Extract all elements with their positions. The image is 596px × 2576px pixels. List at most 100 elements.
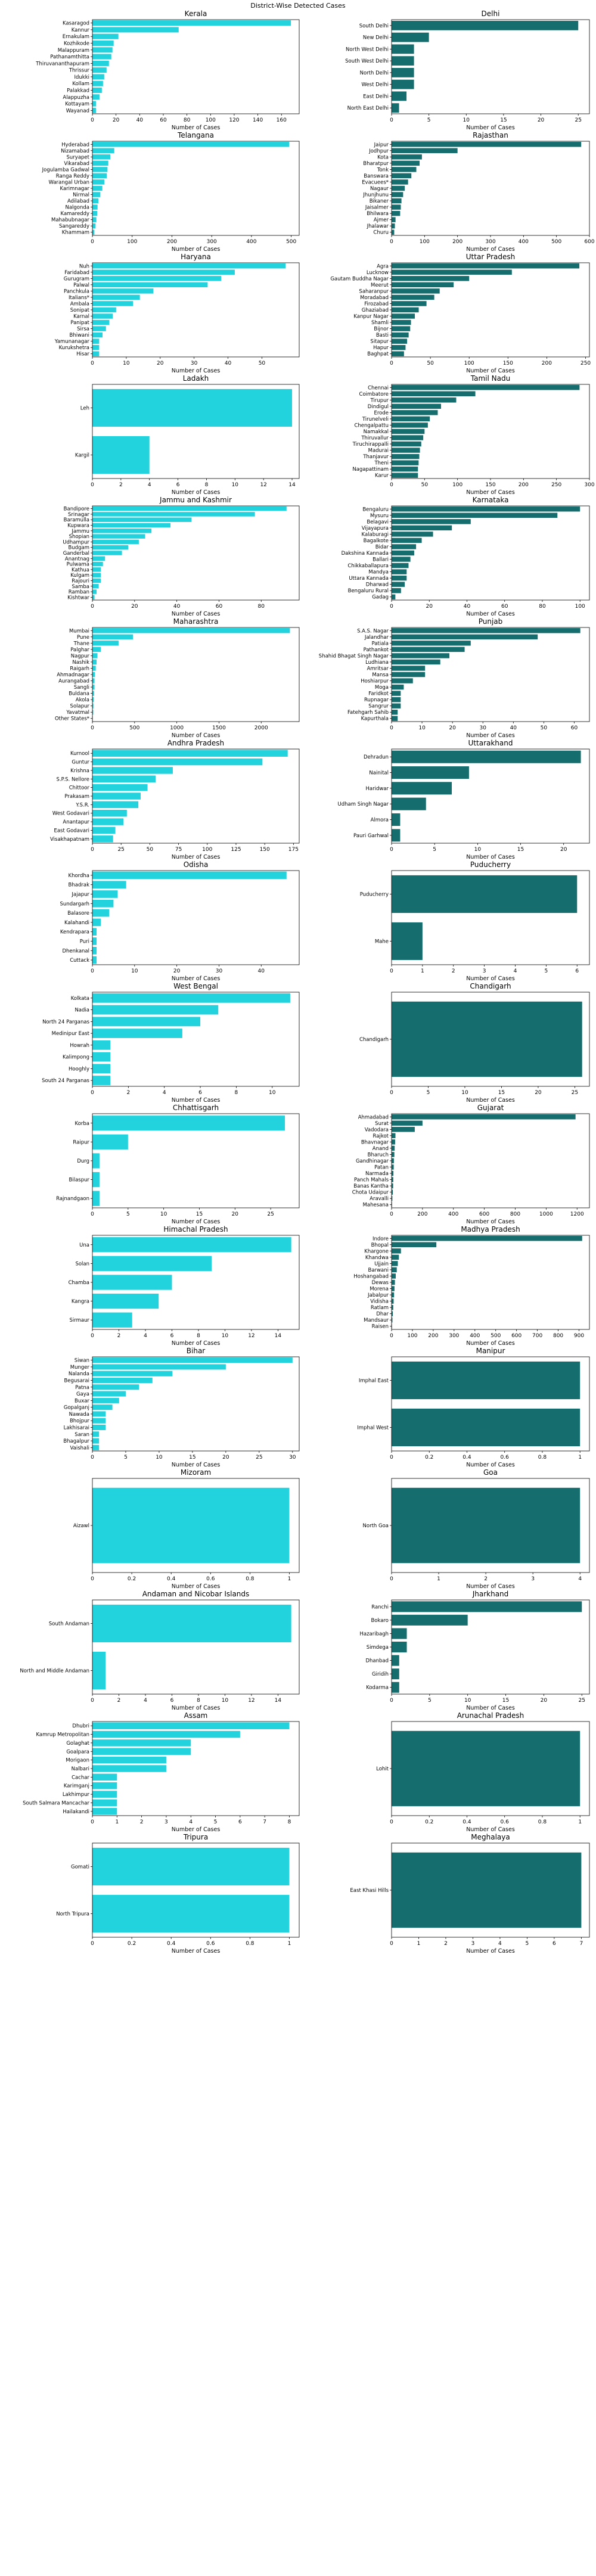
y-tick-label: Dehradun bbox=[364, 754, 389, 760]
y-tick-label: Sundargarh bbox=[60, 901, 89, 907]
x-tick-label: 10 bbox=[463, 117, 470, 123]
x-tick-label: 500 bbox=[491, 1333, 501, 1339]
y-tick-label: Barwani bbox=[368, 1267, 389, 1273]
x-tick-label: 15 bbox=[502, 1698, 509, 1704]
y-tick-label: Gandhinagar bbox=[356, 1158, 389, 1164]
bar-howrah bbox=[92, 1040, 111, 1050]
bar-kathua bbox=[92, 567, 101, 572]
x-axis-label: Number of Cases bbox=[466, 246, 515, 253]
x-tick-label: 300 bbox=[449, 1333, 459, 1339]
x-tick-label: 6 bbox=[198, 1090, 202, 1096]
x-axis-label: Number of Cases bbox=[172, 975, 221, 982]
chart-title: Ladakh bbox=[183, 374, 209, 383]
y-tick-label: Italians* bbox=[69, 295, 89, 301]
axes-frame bbox=[92, 1478, 300, 1573]
x-tick-label: 4 bbox=[144, 1698, 147, 1704]
x-tick-label: 30 bbox=[191, 361, 198, 366]
y-tick-label: Jalandhar bbox=[364, 635, 389, 641]
x-tick-label: 4 bbox=[148, 482, 151, 488]
x-tick-label: 0.8 bbox=[538, 1455, 547, 1461]
x-tick-label: 800 bbox=[510, 1211, 520, 1217]
y-tick-label: Chittoor bbox=[69, 785, 90, 791]
x-tick-label: 150 bbox=[503, 361, 513, 366]
bar-karimnagar bbox=[92, 185, 103, 191]
bar-jalandhar bbox=[392, 634, 538, 640]
y-tick-label: Warangal Urban bbox=[48, 179, 89, 185]
y-tick-label: Hapur bbox=[373, 345, 389, 351]
bar-leh bbox=[92, 389, 293, 427]
bar-hyderabad bbox=[92, 142, 290, 147]
y-tick-label: Lakhisarai bbox=[64, 1425, 89, 1431]
bar-jaisalmer bbox=[392, 204, 401, 210]
bar-karnal bbox=[92, 313, 113, 319]
y-tick-label: Jabalpur bbox=[367, 1292, 389, 1298]
y-tick-label: Faridabad bbox=[64, 270, 89, 276]
bar-ujjain bbox=[392, 1261, 398, 1266]
bar-theni bbox=[392, 460, 419, 465]
x-axis-label: Number of Cases bbox=[466, 489, 515, 496]
x-tick-label: 0 bbox=[390, 1941, 393, 1947]
axes-frame bbox=[92, 19, 300, 114]
y-tick-label: Sirmaur bbox=[70, 1317, 90, 1323]
bar-guntur bbox=[92, 758, 263, 766]
y-tick-label: Pune bbox=[77, 635, 89, 641]
chart-tamil-nadu: Tamil Nadu ChennaiCoimbatoreTirupurDindig… bbox=[352, 374, 595, 496]
y-tick-label: Visakhapatnam bbox=[50, 837, 89, 843]
bar-namakkal bbox=[392, 428, 425, 434]
x-tick-label: 50 bbox=[147, 847, 154, 853]
x-tick-label: 12 bbox=[260, 482, 266, 488]
x-tick-label: 900 bbox=[574, 1333, 584, 1339]
x-tick-label: 80 bbox=[258, 604, 265, 610]
y-tick-label: East Godavari bbox=[54, 828, 89, 834]
bar-bhiwani bbox=[92, 332, 103, 338]
y-tick-label: Sangli bbox=[74, 685, 89, 691]
x-tick-label: 0 bbox=[390, 847, 393, 853]
bar-east-delhi bbox=[392, 91, 407, 101]
x-tick-label: 0.6 bbox=[501, 1819, 510, 1825]
axes-frame bbox=[391, 1721, 590, 1816]
x-axis-label: Number of Cases bbox=[466, 1705, 515, 1711]
bar-sangli bbox=[92, 684, 95, 690]
bar-hisar bbox=[92, 351, 100, 356]
x-tick-label: 0.4 bbox=[167, 1576, 176, 1582]
y-tick-label: Ranchi bbox=[371, 1604, 389, 1610]
y-tick-label: Coimbatore bbox=[359, 391, 389, 397]
chart-goa: Goa North Goa 0 1 2 3 4 Number of Cases bbox=[363, 1468, 590, 1590]
x-axis-label: Number of Cases bbox=[172, 1705, 221, 1711]
bar-thiruvananthapuram bbox=[92, 60, 109, 66]
bar-akola bbox=[92, 697, 94, 703]
y-tick-label: Karimganj bbox=[64, 1783, 89, 1789]
x-tick-label: 250 bbox=[581, 361, 591, 366]
x-tick-label: 0 bbox=[390, 1576, 393, 1582]
x-axis-label: Number of Cases bbox=[172, 732, 221, 739]
chart-title: Uttarakhand bbox=[468, 739, 513, 747]
x-tick-label: 1 bbox=[437, 1576, 440, 1582]
y-tick-label: Bengaluru bbox=[362, 507, 389, 512]
x-tick-label: 300 bbox=[485, 239, 495, 245]
bar-nainital bbox=[392, 766, 469, 779]
bar-goalpara bbox=[92, 1748, 191, 1755]
bar-indore bbox=[392, 1236, 582, 1241]
y-tick-label: Lakhimpur bbox=[63, 1792, 90, 1798]
bar-nashik bbox=[92, 659, 97, 665]
bar-jogulamba-gadwal bbox=[92, 167, 108, 172]
x-tick-label: 5 bbox=[126, 1211, 130, 1217]
bar-dhar bbox=[392, 1311, 393, 1316]
bar-solan bbox=[92, 1256, 212, 1272]
bar-buldana bbox=[92, 691, 94, 696]
bar-north-24-parganas bbox=[92, 1017, 201, 1027]
bar-nizamabad bbox=[92, 148, 114, 154]
y-tick-label: Mandsaur bbox=[364, 1317, 389, 1323]
bar-puducherry bbox=[392, 875, 578, 913]
y-tick-label: Udham Singh Nagar bbox=[338, 801, 389, 807]
chart-karnataka: Karnataka BengaluruMysuruBelagaviVijayapu… bbox=[342, 496, 590, 617]
bar-sirmaur bbox=[92, 1312, 132, 1328]
bar-raigarh bbox=[92, 666, 96, 671]
y-tick-label: Yamunanagar bbox=[54, 339, 90, 345]
x-tick-label: 20 bbox=[173, 968, 181, 974]
bar-north-tripura bbox=[92, 1894, 290, 1933]
y-tick-label: Kodarma bbox=[366, 1685, 389, 1691]
bar-gandhinagar bbox=[392, 1158, 394, 1164]
y-tick-label: Jajapur bbox=[71, 892, 89, 898]
x-tick-label: 10 bbox=[269, 1090, 276, 1096]
